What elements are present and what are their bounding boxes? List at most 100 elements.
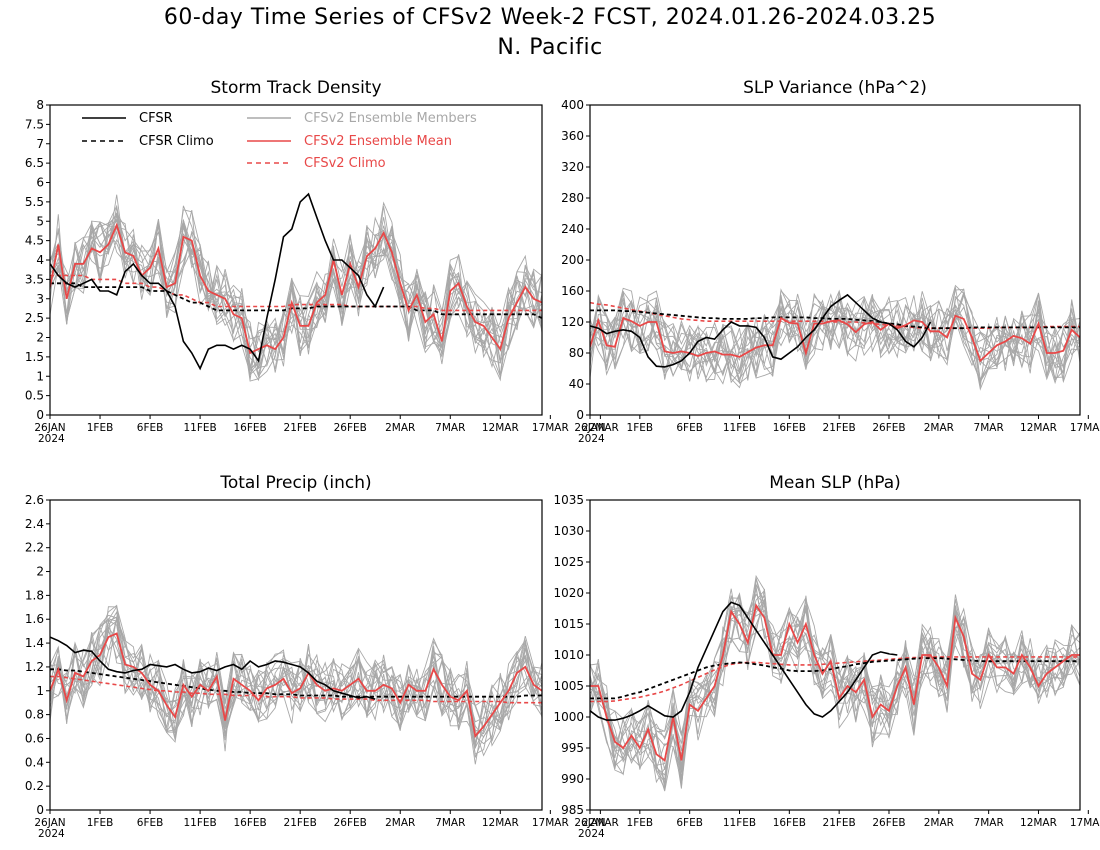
ensemble-member-line xyxy=(590,287,1080,389)
x-tick-label: 6FEB xyxy=(676,817,703,829)
x-tick-label: 17MAR xyxy=(1070,422,1100,434)
chart-title: Mean SLP (hPa) xyxy=(769,473,901,493)
legend-label: CFSv2 Ensemble Mean xyxy=(304,134,452,149)
cfsr-line xyxy=(590,601,898,721)
cfsv2-climo-line xyxy=(590,656,1080,703)
ensemble-mean-line xyxy=(590,314,1080,363)
y-tick-label: 0 xyxy=(36,803,44,817)
ensemble-member-line xyxy=(590,589,1080,752)
chart-panel-4: Mean SLP (hPa) 985 990 995 1000 1005 1010 1015 1… xyxy=(553,473,1100,840)
y-tick-label: 2.2 xyxy=(25,541,44,555)
ensemble-member-line xyxy=(50,219,542,378)
x-tick-label: 2MAR xyxy=(924,422,954,434)
x-tick-label: 11FEB xyxy=(723,422,756,434)
y-tick-label: 1 xyxy=(36,684,44,698)
ensemble-member-line xyxy=(590,292,1080,388)
x-tick-label: 2MAR xyxy=(924,817,954,829)
y-tick-label: 3.5 xyxy=(25,272,44,286)
chart-lines-1 xyxy=(50,192,542,382)
chart-panel-3: Total Precip (inch) 0 0.2 0.4 0.6 0.8 1 1.2 1.4 1… xyxy=(25,473,619,840)
legend-label: CFSR Climo xyxy=(139,134,214,149)
ensemble-member-line xyxy=(590,292,1080,379)
ensemble-member-line xyxy=(590,599,1080,767)
cfsv2-climo-line xyxy=(50,675,542,704)
ensemble-mean-line xyxy=(590,603,1080,762)
ensemble-member-line xyxy=(590,594,1080,787)
y-tick-label: 400 xyxy=(561,98,584,112)
y-tick-label: 1.5 xyxy=(25,350,44,364)
y-tick-label: 5 xyxy=(36,214,44,228)
y-tick-label: 6.5 xyxy=(25,156,44,170)
x-tick-label: 26JAN xyxy=(574,422,605,434)
chart-title: Storm Track Density xyxy=(210,78,381,98)
x-tick-label: 6FEB xyxy=(676,422,703,434)
x-tick-label: 21FEB xyxy=(284,817,317,829)
cfsr-climo-line xyxy=(50,282,542,319)
chart-panel-1: Storm Track Density 0 0.5 1 1.5 2 2.5 3 3.5 4 4.5 5… xyxy=(25,78,619,445)
figure-subtitle: N. Pacific xyxy=(497,35,603,60)
x-tick-label: 17MAR xyxy=(532,817,569,829)
y-tick-label: 1020 xyxy=(553,586,584,600)
ensemble-member-line xyxy=(50,605,542,735)
y-tick-label: 2 xyxy=(36,331,44,345)
x-tick-label: 12MAR xyxy=(482,817,519,829)
y-tick-label: 0 xyxy=(36,408,44,422)
y-tick-label: 8 xyxy=(36,98,44,112)
y-tick-label: 0.8 xyxy=(25,708,44,722)
y-tick-label: 3 xyxy=(36,292,44,306)
cfsr-climo-line xyxy=(590,657,1080,700)
y-tick-label: 2 xyxy=(36,565,44,579)
x-tick-label: 7MAR xyxy=(974,817,1004,829)
y-tick-label: 280 xyxy=(561,191,584,205)
ensemble-member-line xyxy=(50,610,542,729)
legend: CFSR CFSR Climo CFSv2 Ensemble Members CFSv… xyxy=(82,111,477,171)
cfsr-line xyxy=(50,192,385,371)
y-tick-label: 1035 xyxy=(553,493,584,507)
y-tick-label: 985 xyxy=(561,803,584,817)
x-tick-label: 26FEB xyxy=(872,422,905,434)
ensemble-member-line xyxy=(590,588,1080,758)
x-tick-label: 6FEB xyxy=(137,817,164,829)
y-tick-label: 0.5 xyxy=(25,389,44,403)
x-tick-label: 7MAR xyxy=(435,422,465,434)
y-tick-label: 990 xyxy=(561,772,584,786)
x-tick-label: 22MAR xyxy=(582,817,619,829)
y-tick-label: 1.8 xyxy=(25,588,44,602)
plot-frame xyxy=(49,499,543,811)
x-tick-label: 26JAN xyxy=(34,422,65,434)
x-tick-label: 16FEB xyxy=(773,422,806,434)
ensemble-member-line xyxy=(590,605,1080,784)
y-tick-label: 1000 xyxy=(553,710,584,724)
x-tick-label: 26FEB xyxy=(334,817,367,829)
ensemble-member-line xyxy=(590,289,1080,385)
x-tick-label: 2MAR xyxy=(385,817,415,829)
y-tick-label: 1.6 xyxy=(25,612,44,626)
cfsr-line xyxy=(50,636,376,700)
x-year-label: 2024 xyxy=(578,828,605,840)
x-tick-label: 11FEB xyxy=(183,817,216,829)
x-year-label: 2024 xyxy=(38,828,65,840)
x-tick-label: 26FEB xyxy=(872,817,905,829)
y-tick-label: 200 xyxy=(561,253,584,267)
ensemble-mean-line xyxy=(50,222,542,355)
y-tick-label: 2.6 xyxy=(25,493,44,507)
y-tick-label: 360 xyxy=(561,129,584,143)
x-tick-label: 16FEB xyxy=(234,817,267,829)
y-tick-label: 0 xyxy=(576,408,584,422)
x-tick-label: 21FEB xyxy=(823,817,856,829)
ensemble-member-line xyxy=(50,201,542,382)
y-tick-label: 0.2 xyxy=(25,779,44,793)
y-tick-label: 1 xyxy=(36,369,44,383)
x-tick-label: 17MAR xyxy=(532,422,569,434)
x-tick-label: 1FEB xyxy=(627,817,654,829)
cfsv2-climo-line xyxy=(50,274,542,312)
y-tick-label: 320 xyxy=(561,160,584,174)
chart-lines-3 xyxy=(50,604,542,765)
y-tick-label: 160 xyxy=(561,284,584,298)
x-tick-label: 16FEB xyxy=(773,817,806,829)
x-tick-label: 7MAR xyxy=(974,422,1004,434)
x-tick-label: 21FEB xyxy=(823,422,856,434)
ensemble-member-line xyxy=(50,626,542,755)
y-tick-label: 7 xyxy=(36,137,44,151)
y-tick-label: 0.4 xyxy=(25,755,44,769)
